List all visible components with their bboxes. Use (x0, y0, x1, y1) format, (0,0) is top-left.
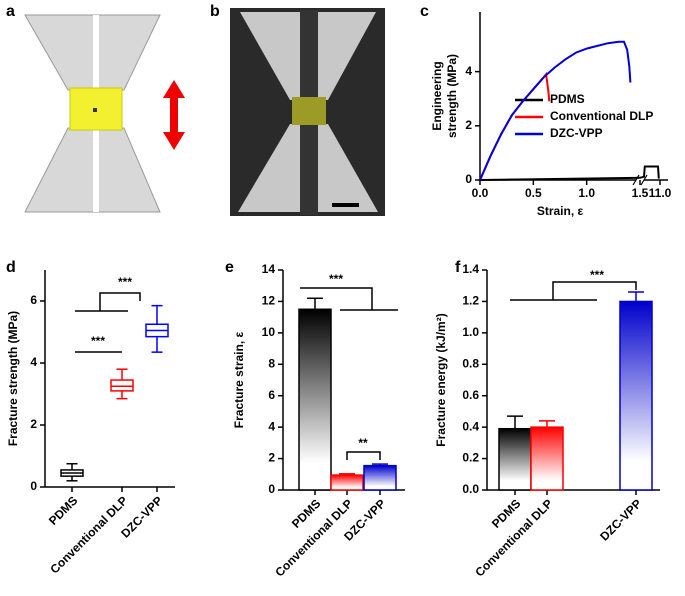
y-tick-label: 0.2 (462, 451, 479, 465)
panel-label: f (455, 259, 461, 276)
x-tick-label: 11.0 (649, 186, 672, 200)
significance-bracket (510, 281, 637, 301)
y-axis-label: Fracture energy (kJ/m²) (434, 313, 448, 446)
x-tick-label: 1.0 (578, 186, 595, 200)
x-tick-label: PDMS (46, 493, 80, 527)
y-axis-label: strength (MPa) (445, 54, 459, 138)
bar (330, 474, 364, 491)
specimen-photo (230, 8, 385, 216)
legend-label: PDMS (550, 92, 585, 106)
bar (619, 300, 653, 491)
significance-label: *** (329, 272, 343, 286)
y-tick-label: 4 (465, 64, 472, 78)
y-tick-label: 0 (268, 482, 275, 496)
significance-label: *** (91, 334, 105, 348)
x-tick-label: 0.0 (472, 186, 489, 200)
significance-label: *** (118, 275, 132, 289)
y-tick-label: 10 (262, 325, 276, 339)
y-tick-label: 0.8 (462, 356, 479, 370)
y-tick-label: 8 (268, 356, 275, 370)
y-tick-label: 0.0 (462, 482, 479, 496)
y-tick-label: 6 (268, 388, 275, 402)
line-series (479, 71, 551, 181)
significance-label: *** (590, 268, 604, 282)
panel-label: b (210, 3, 220, 20)
significance-label: ** (358, 436, 368, 450)
y-tick-label: 6 (30, 293, 37, 307)
y-tick-label: 0.4 (462, 419, 479, 433)
significance-bracket (75, 292, 141, 312)
legend-label: DZC-VPP (550, 126, 603, 140)
y-axis-label: Fracture strain, ε (232, 332, 246, 429)
y-tick-label: 2 (465, 118, 472, 132)
x-tick-label: DZC-VPP (597, 496, 644, 543)
y-tick-label: 0.6 (462, 388, 479, 402)
y-tick-label: 0 (465, 172, 472, 186)
bar (363, 464, 397, 491)
specimen-schematic (24, 14, 185, 213)
y-tick-label: 2 (268, 451, 275, 465)
y-axis-label: Fracture strength (MPa) (6, 311, 20, 446)
bar (298, 308, 332, 491)
y-axis-label: Engineering (430, 61, 444, 130)
panel-label: d (6, 259, 16, 276)
panel-label: e (225, 259, 234, 276)
bar (530, 426, 564, 491)
y-tick-label: 1.2 (462, 294, 479, 308)
y-tick-label: 14 (262, 262, 276, 276)
y-tick-label: 2 (30, 417, 37, 431)
x-tick-label: 1.5 (632, 186, 649, 200)
significance-bracket (300, 287, 398, 311)
box (110, 379, 134, 392)
panel-label: c (420, 3, 429, 20)
panel-label: a (6, 3, 15, 20)
line-series (479, 165, 660, 181)
x-axis-label: Strain, ε (537, 204, 584, 218)
y-tick-label: 1.4 (462, 262, 479, 276)
legend-label: Conventional DLP (550, 109, 653, 123)
significance-bracket (346, 451, 381, 460)
bar (498, 427, 532, 491)
axis-break (632, 174, 648, 186)
y-tick-label: 4 (268, 419, 275, 433)
y-tick-label: 0 (30, 479, 37, 493)
y-tick-label: 12 (262, 294, 276, 308)
line-series (479, 40, 632, 181)
y-tick-label: 4 (30, 355, 37, 369)
y-tick-label: 1.0 (462, 325, 479, 339)
x-tick-label: 0.5 (525, 186, 542, 200)
